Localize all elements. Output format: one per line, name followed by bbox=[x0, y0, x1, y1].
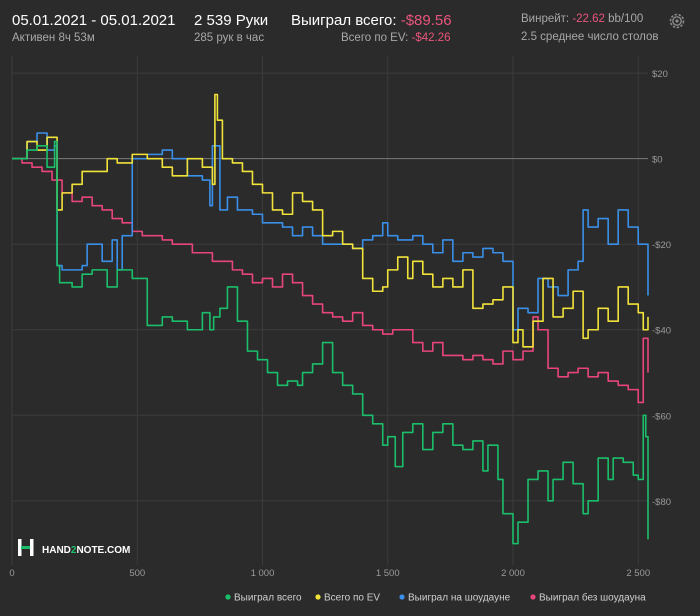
legend-label: Выиграл всего bbox=[234, 593, 302, 604]
hands-count: 2 539 Руки bbox=[194, 12, 269, 29]
legend-label: Выиграл на шоудауне bbox=[408, 593, 511, 604]
series-line bbox=[12, 157, 649, 404]
x-tick-label: 0 bbox=[9, 568, 14, 579]
ev-total: Всего по EV: -$42.26 bbox=[341, 32, 451, 44]
legend-marker bbox=[315, 594, 321, 600]
y-tick-label: -$20 bbox=[652, 240, 671, 251]
legend-label: Выиграл без шоудауна bbox=[539, 592, 646, 604]
gear-icon[interactable] bbox=[666, 10, 688, 32]
brand-text-hand: HAND bbox=[42, 545, 71, 556]
y-tick-label: -$60 bbox=[652, 411, 671, 422]
x-tick-label: 2 500 bbox=[626, 568, 650, 579]
hands-per-hour: 285 рук в час bbox=[194, 32, 265, 44]
avg-tables: 2.5 среднее число столов bbox=[521, 31, 659, 43]
x-tick-label: 500 bbox=[129, 568, 145, 579]
legend: Выиграл всего Всего по EV Выиграл на шоуда… bbox=[225, 592, 646, 604]
date-range: 05.01.2021 - 05.01.2021 bbox=[12, 12, 176, 29]
brand-logo: HAND2NOTE.COM bbox=[18, 539, 130, 556]
won-total-value: -$89.56 bbox=[400, 12, 452, 29]
y-tick-label: $20 bbox=[652, 69, 668, 80]
won-total-label: Выиграл всего: bbox=[291, 12, 397, 29]
x-tick-label: 1 500 bbox=[376, 568, 400, 579]
y-tick-label: -$40 bbox=[652, 326, 671, 337]
x-tick-label: 1 000 bbox=[251, 568, 275, 579]
x-tick-label: 2 000 bbox=[501, 568, 525, 579]
legend-marker bbox=[530, 594, 536, 600]
y-tick-label: $0 bbox=[652, 155, 663, 166]
legend-marker bbox=[225, 594, 231, 600]
brand-text-two: 2 bbox=[71, 545, 77, 556]
series-line bbox=[12, 140, 649, 545]
winrate-unit: bb/100 bbox=[608, 13, 644, 25]
series-line bbox=[12, 93, 649, 348]
winrate: Винрейт: -22.62 bb/100 bbox=[521, 13, 643, 25]
y-tick-label: -$80 bbox=[652, 497, 671, 508]
ev-total-value: -$42.26 bbox=[411, 32, 451, 44]
winrate-value: -22.62 bbox=[572, 13, 605, 25]
svg-text:HAND2NOTE.COM: HAND2NOTE.COM bbox=[42, 545, 130, 556]
winrate-label: Винрейт: bbox=[521, 13, 570, 25]
legend-label: Всего по EV bbox=[324, 593, 380, 604]
won-total: Выиграл всего: -$89.56 bbox=[291, 12, 452, 29]
brand-text-note: NOTE.COM bbox=[76, 545, 130, 556]
ev-total-label: Всего по EV: bbox=[341, 32, 409, 44]
active-time: Активен 8ч 53м bbox=[12, 32, 95, 44]
legend-marker bbox=[399, 594, 405, 600]
h-logo-icon bbox=[18, 539, 34, 556]
